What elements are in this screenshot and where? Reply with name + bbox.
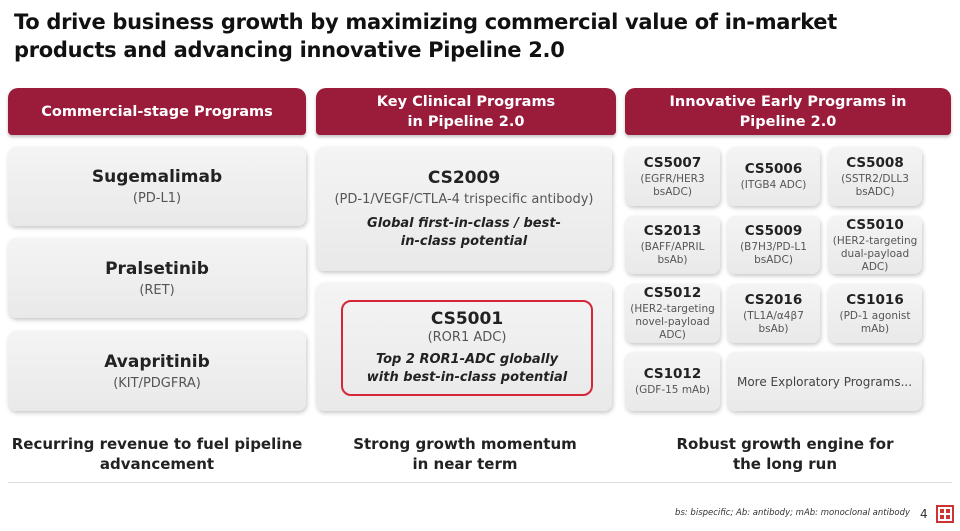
program-name: CS5008	[846, 154, 904, 171]
program-desc: (HER2-targeting dual-payload ADC)	[832, 234, 918, 273]
program-desc: (HER2-targeting novel-payload ADC)	[630, 303, 715, 341]
program-name: Sugemalimab	[91, 167, 223, 187]
divider	[8, 482, 952, 483]
program-name: Pralsetinib	[105, 258, 209, 279]
program-card-cs2016: CS2016 (TL1A/α4β7 bsAb)	[727, 284, 820, 343]
program-name: Avapritinib	[104, 351, 210, 372]
header-early: Innovative Early Programs in Pipeline 2.…	[625, 88, 951, 135]
program-target: (KIT/PDGFRA)	[113, 375, 201, 391]
page-title: To drive business growth by maximizing c…	[14, 10, 837, 62]
program-card-cs5012: CS5012 (HER2-targeting novel-payload ADC)	[625, 284, 720, 343]
program-desc: (PD-1 agonist mAb)	[839, 309, 911, 335]
header-key-clinical: Key Clinical Programs in Pipeline 2.0	[316, 88, 616, 135]
program-desc: (SSTR2/DLL3 bsADC)	[841, 172, 909, 198]
program-card-cs5009: CS5009 (B7H3/PD-L1 bsADC)	[727, 216, 820, 274]
program-target: (PD-1/VEGF/CTLA-4 trispecific antibody)	[334, 191, 594, 207]
program-name: CS5009	[744, 223, 803, 239]
program-name: CS1016	[846, 291, 904, 308]
program-card-cs1012: CS1012 (GDF-15 mAb)	[625, 352, 720, 411]
program-desc: (BAFF/APRIL bsAb)	[640, 241, 705, 266]
program-card-cs1016: CS1016 (PD-1 agonist mAb)	[828, 284, 922, 343]
program-note: Top 2 ROR1-ADC globally with best-in-cla…	[366, 352, 568, 385]
program-name: CS2013	[643, 223, 702, 239]
program-name: CS5006	[744, 161, 803, 177]
footnote: bs: bispecific; Ab: antibody; mAb: monoc…	[675, 508, 910, 518]
more-exploratory-programs: More Exploratory Programs...	[727, 352, 922, 411]
program-target: (ROR1 ADC)	[427, 330, 507, 345]
program-name: CS5012	[643, 285, 702, 301]
tagline-key-clinical: Strong growth momentum in near term	[353, 435, 577, 473]
program-name: CS5010	[846, 216, 904, 233]
program-target: (PD-L1)	[132, 191, 182, 206]
program-card-cs5007: CS5007 (EGFR/HER3 bsADC)	[625, 147, 720, 206]
program-card-pralsetinib: Pralsetinib (RET)	[8, 238, 306, 318]
program-name: CS1012	[643, 366, 702, 382]
program-name: CS2009	[427, 167, 501, 188]
program-card-cs5001: CS5001 (ROR1 ADC) Top 2 ROR1-ADC globall…	[341, 300, 593, 396]
program-name: CS2016	[744, 291, 803, 308]
company-logo-icon	[936, 505, 954, 523]
page-number: 4	[920, 507, 928, 521]
program-desc: (GDF-15 mAb)	[634, 384, 711, 396]
program-desc: (B7H3/PD-L1 bsADC)	[740, 241, 807, 266]
program-card-cs5008: CS5008 (SSTR2/DLL3 bsADC)	[828, 147, 922, 206]
header-commercial: Commercial-stage Programs	[8, 88, 306, 135]
tagline-early: Robust growth engine for the long run	[676, 435, 894, 473]
program-desc: (ITGB4 ADC)	[740, 179, 807, 191]
tagline-commercial: Recurring revenue to fuel pipeline advan…	[11, 435, 303, 473]
program-card-cs5006: CS5006 (ITGB4 ADC)	[727, 147, 820, 206]
program-target: (RET)	[139, 282, 175, 298]
program-card-avapritinib: Avapritinib (KIT/PDGFRA)	[8, 331, 306, 411]
program-desc: (TL1A/α4β7 bsAb)	[743, 309, 804, 335]
program-note: Global first-in-class / best-in-class po…	[367, 215, 561, 249]
program-card-cs2009: CS2009 (PD-1/VEGF/CTLA-4 trispecific ant…	[316, 147, 612, 271]
program-card-sugemalimab: Sugemalimab (PD-L1)	[8, 147, 306, 226]
program-desc: (EGFR/HER3 bsADC)	[640, 172, 705, 198]
program-name: CS5001	[430, 309, 504, 329]
program-card-cs5010: CS5010 (HER2-targeting dual-payload ADC)	[828, 216, 922, 274]
program-card-cs5001-bg	[316, 283, 612, 411]
program-name: CS5007	[643, 154, 702, 171]
program-card-cs2013: CS2013 (BAFF/APRIL bsAb)	[625, 216, 720, 274]
